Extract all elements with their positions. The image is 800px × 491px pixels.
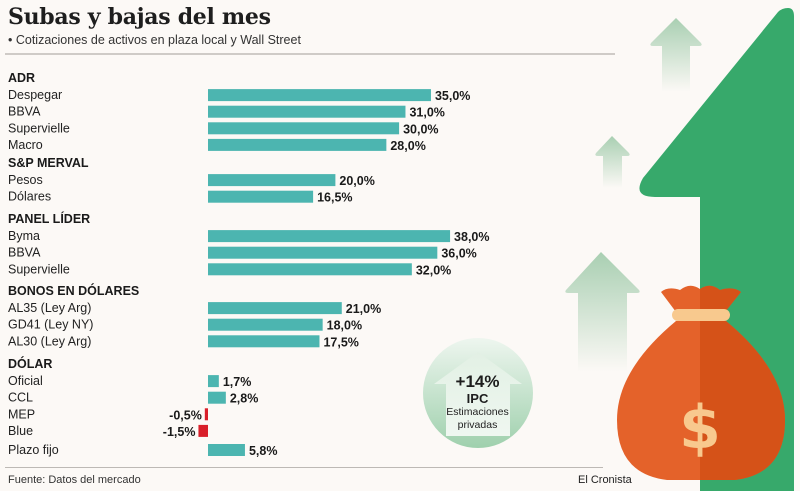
group-heading: ADR (8, 71, 35, 85)
ipc-badge-background (423, 338, 533, 448)
bar-value-label: 18,0% (327, 319, 362, 333)
bar-value-label: 16,5% (317, 191, 352, 205)
footer-divider (5, 467, 603, 468)
bar-label: Oficial (8, 374, 43, 388)
bar-value-label: 20,0% (339, 174, 374, 188)
ipc-badge: +14% IPC Estimaciones privadas (420, 350, 535, 432)
bar-label: CCL (8, 391, 33, 405)
money-bag-icon: $ (617, 285, 785, 480)
bar (208, 174, 336, 187)
bar-label: Pesos (8, 173, 43, 187)
ipc-label: IPC (466, 391, 489, 406)
bar-value-label: 32,0% (416, 263, 451, 277)
ipc-note-line2: privadas (457, 419, 498, 431)
faded-up-arrow-icon (565, 252, 640, 372)
bar (208, 335, 320, 348)
bar-value-label: 38,0% (454, 230, 489, 244)
bar (208, 391, 226, 404)
page-subtitle: • Cotizaciones de activos en plaza local… (8, 33, 301, 47)
brand-credit: El Cronista (578, 474, 632, 486)
bar (208, 122, 400, 135)
svg-text:$: $ (679, 393, 721, 463)
bar (208, 105, 406, 118)
bar-label: AL35 (Ley Arg) (8, 301, 91, 315)
bar (208, 230, 451, 243)
bar-label: Blue (8, 424, 33, 438)
bar-label: Supervielle (8, 121, 70, 135)
bar-label: GD41 (Ley NY) (8, 318, 93, 332)
bar-label: Macro (8, 138, 43, 152)
group-heading: S&P MERVAL (8, 156, 89, 170)
bar (208, 318, 323, 331)
bar-value-label: 17,5% (323, 335, 358, 349)
faded-up-arrow-icon (595, 136, 630, 188)
bar (198, 424, 208, 437)
bar-label: BBVA (8, 246, 41, 260)
bar (208, 444, 245, 456)
bar (208, 302, 342, 315)
bar-value-label: 28,0% (390, 139, 425, 153)
bar-value-label: 36,0% (441, 247, 476, 261)
bar-label: Supervielle (8, 262, 70, 276)
bar-value-label: 35,0% (435, 89, 470, 103)
bar (208, 263, 412, 276)
bar-label: Despegar (8, 88, 62, 102)
faded-up-arrow-icon (650, 18, 702, 92)
group-heading: BONOS EN DÓLARES (8, 283, 139, 298)
bar-value-label: 2,8% (230, 392, 259, 406)
bar-value-label: 21,0% (346, 302, 381, 316)
bar-label: Byma (8, 229, 40, 243)
bar (208, 138, 387, 151)
bar-value-label: 5,8% (249, 444, 277, 458)
group-heading: DÓLAR (8, 356, 52, 371)
bar-value-label: -0,5% (169, 408, 202, 422)
page-title: Subas y bajas del mes (8, 4, 271, 30)
ipc-value: +14% (455, 372, 500, 391)
bar-label: MEP (8, 407, 35, 421)
bar (208, 375, 219, 388)
group-heading: PANEL LÍDER (8, 211, 90, 226)
header-divider (5, 53, 615, 55)
source-note: Fuente: Datos del mercado (8, 474, 141, 486)
bar-value-label: 31,0% (409, 106, 444, 120)
bar (204, 408, 208, 421)
bar (208, 190, 314, 203)
bar-label: AL30 (Ley Arg) (8, 334, 91, 348)
bar-value-label: -1,5% (163, 425, 196, 439)
ipc-note-line1: Estimaciones (446, 406, 509, 418)
bar (208, 246, 438, 259)
bar-label: BBVA (8, 105, 41, 119)
bar (208, 89, 431, 102)
bar-label: Plazo fijo (8, 443, 59, 457)
bar-label: Dólares (8, 190, 51, 204)
bar-value-label: 1,7% (223, 375, 252, 389)
bar-value-label: 30,0% (403, 122, 438, 136)
